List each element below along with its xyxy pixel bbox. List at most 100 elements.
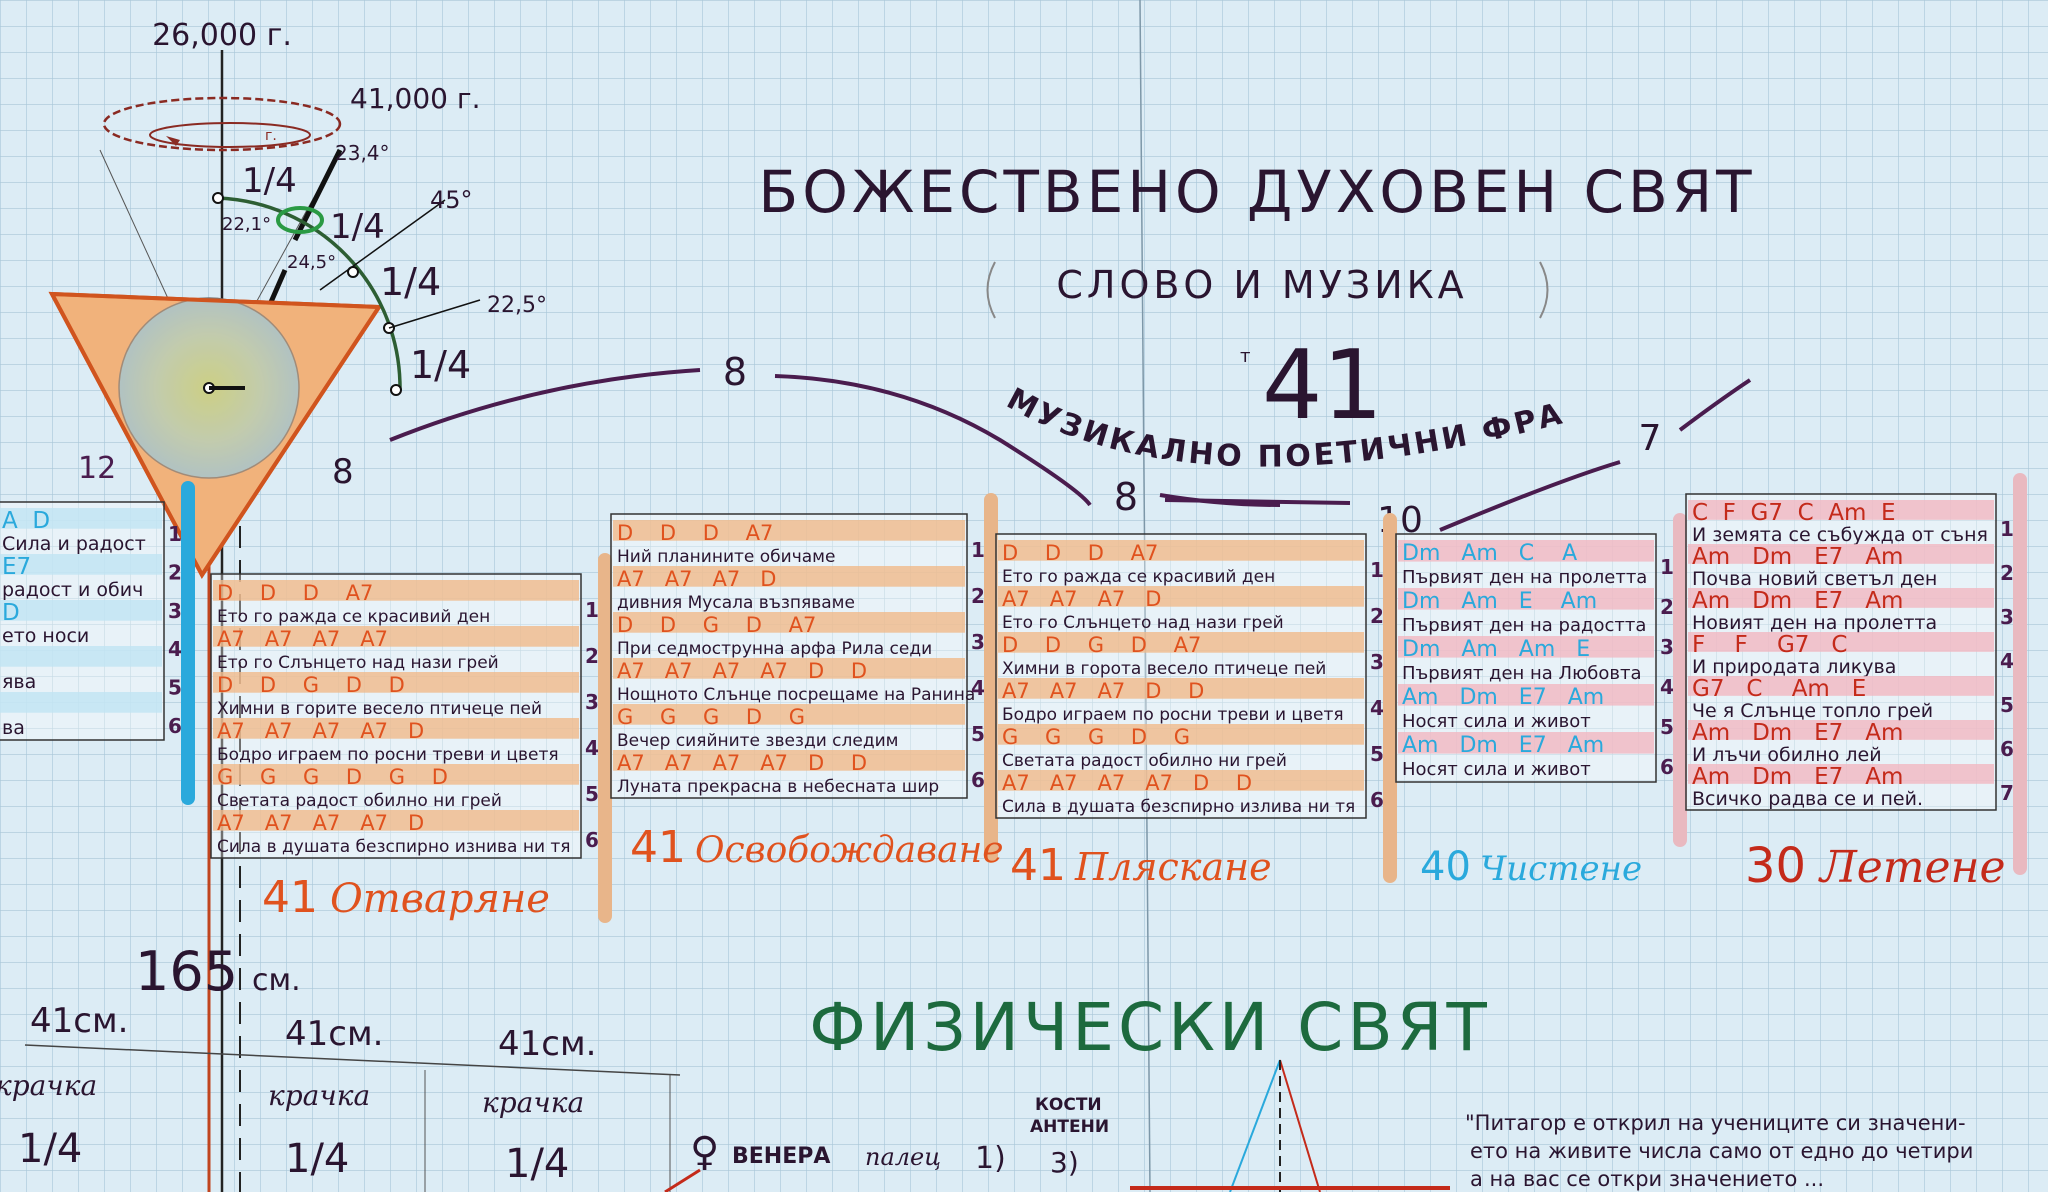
lyric-line: ва [2, 717, 25, 739]
step-label: крачка [268, 1079, 370, 1112]
angle-22-1: 22,1° [222, 214, 271, 235]
line-number: 2 [971, 584, 985, 608]
ellipse-mark: г. [265, 128, 277, 144]
angle-22-5: 22,5° [487, 293, 547, 318]
chord-row: A7 A7 A7 A7 D [217, 719, 424, 743]
flag-labels: 41 Отваряне 41 Освобождаване 41 Пляскане… [262, 822, 2006, 923]
flag-stripe [1688, 676, 1994, 696]
line-number: 4 [168, 637, 182, 661]
lyric-line: Ето го ражда се красивий ден [1002, 567, 1275, 587]
chord-row: C F G7 C Am E [1692, 500, 1896, 526]
chord-row: D D D A7 [617, 521, 773, 545]
chord-row: D D G D A7 [1002, 633, 1201, 657]
center-number-mark: т [1240, 346, 1251, 367]
line-number: 6 [168, 714, 182, 738]
osvobozhdavane-label: Освобождаване [695, 830, 1004, 871]
line-number: 7 [2000, 781, 2014, 805]
chord-row: Am Dm E7 Am [1692, 588, 1903, 614]
flag-stripe [613, 566, 965, 587]
quarter-1: 1/4 [242, 161, 297, 201]
flag-stripe [1688, 588, 1994, 608]
line-number: 4 [971, 676, 985, 700]
planet-legend: ♀ ВЕНЕРА палец 1) КОСТИ АНТЕНИ 3) [664, 1095, 1109, 1192]
chord-row: A D [2, 508, 50, 534]
lyric-line: Бодро играем по росни треви и цветя [217, 745, 559, 765]
quarter-4: 1/4 [410, 343, 471, 387]
lyric-line: Ето го ражда се красивий ден [217, 607, 490, 627]
lyric-line: Химни в горота весело птичеце пей [1002, 659, 1326, 679]
quarter-2: 1/4 [330, 207, 385, 247]
line-number: 5 [168, 676, 182, 700]
chord-row: G G G D G [1002, 725, 1190, 749]
lyric-line: Първият ден на радостта [1402, 615, 1646, 636]
lyric-line: Всичко радва се и пей. [1692, 788, 1923, 810]
flag-stripe [998, 724, 1364, 745]
flag-stripe [1688, 632, 1994, 652]
lyric-line: Ето го Слънцето над нази грей [217, 653, 499, 673]
flag-stripe [213, 626, 579, 647]
line-number: 4 [585, 736, 599, 760]
lyric-line: И природата ликува [1692, 656, 1896, 678]
lyric-line: Почва новий светъл ден [1692, 568, 1937, 590]
flag-letene: C F G7 C Am EИ земята се събужда от съня… [1685, 473, 2027, 875]
precession-ellipse [102, 96, 342, 152]
chord-row: A7 A7 A7 D [617, 567, 776, 591]
chord-row: G G G D G D [217, 765, 448, 789]
flag-stripe [0, 554, 162, 575]
chord-row: A7 A7 A7 A7 D D [617, 659, 867, 683]
flag-stripe [998, 678, 1364, 699]
line-number: 4 [1370, 696, 1384, 720]
chord-row: A7 A7 A7 A7 D [217, 811, 424, 835]
lyric-line: Сила в душата безспирно излива ни тя [1002, 797, 1355, 817]
lyric-line: Луната прекрасна в небесната шир [617, 777, 939, 797]
plyaskane-count: 41 [1010, 840, 1066, 891]
line-number: 2 [168, 561, 182, 585]
flag-stripe [213, 672, 579, 693]
flag-stripe [998, 586, 1364, 607]
chord-row: Am Dm E7 Am [1402, 733, 1604, 758]
line-number: 1 [2000, 517, 2014, 541]
pythagoras-quote: "Питагор е открил на учениците си значен… [1465, 1111, 1973, 1191]
chord-row: D D D A7 [217, 581, 373, 605]
line-number: 1 [971, 538, 985, 562]
line-number: 5 [971, 722, 985, 746]
lyric-line: Ето го Слънцето над нази грей [1002, 613, 1284, 633]
chord-row: Am Dm E7 Am [1402, 685, 1604, 710]
chord-row: D [2, 600, 20, 626]
line-number: 1 [1370, 558, 1384, 582]
flag-stripe [1398, 732, 1654, 754]
venus-icon: ♀ [690, 1129, 719, 1175]
angle-23-4: 23,4° [335, 141, 390, 165]
lyric-line: И земята се събужда от съня [1692, 524, 1988, 546]
angle-45: 45° [430, 186, 473, 214]
flag-stripe [213, 810, 579, 831]
step-fraction: 1/4 [18, 1126, 82, 1172]
line-number: 5 [1660, 715, 1674, 739]
flag-stripe [0, 692, 162, 713]
paren-right [1539, 261, 1549, 319]
lyric-line: дивния Мусала възпяваме [617, 593, 855, 613]
inner-ellipse [149, 122, 311, 148]
chord-row: A7 A7 A7 D D [1002, 679, 1204, 703]
left-number: 12 [78, 451, 116, 486]
height-unit: см. [252, 963, 301, 998]
line-number: 5 [1370, 742, 1384, 766]
line-number: 1 [168, 522, 182, 546]
flag-stripe [1688, 720, 1994, 740]
flag-stripe [1688, 764, 1994, 784]
flag-stripe [1398, 684, 1654, 706]
line-number: 6 [971, 768, 985, 792]
lyric-line: Новият ден на пролетта [1692, 612, 1937, 634]
flag-stripe [613, 612, 965, 633]
line-number: 2 [2000, 561, 2014, 585]
line-number: 1 [585, 598, 599, 622]
quote-line-3: а на вас се откри значението ... [1470, 1167, 1824, 1191]
letene-label: Летене [1818, 842, 2006, 893]
lyric-line: ето носи [2, 625, 89, 647]
lyric-line: Светата радост обилно ни грей [1002, 751, 1287, 771]
small-pyramid [1130, 1059, 1450, 1192]
chord-row: A7 A7 A7 A7 D D [617, 751, 867, 775]
